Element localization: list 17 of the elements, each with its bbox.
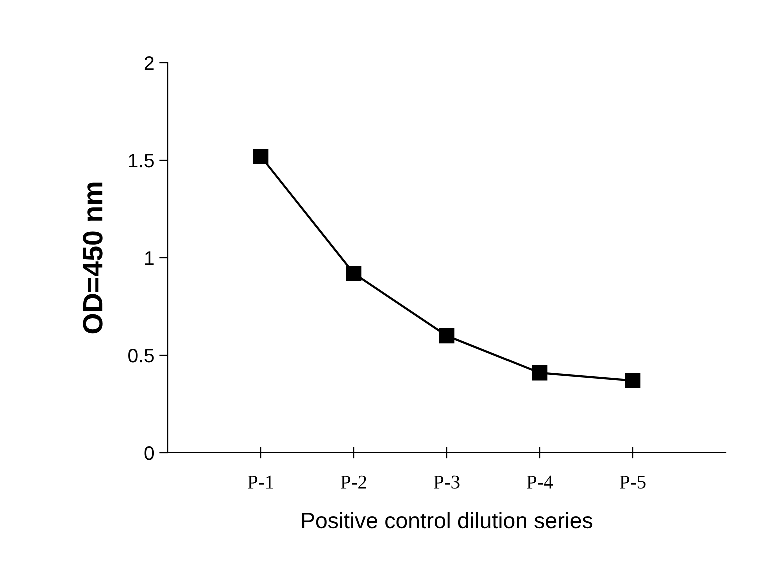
y-tick-label: 1	[145, 252, 154, 266]
point	[346, 266, 362, 282]
y-tick-label: 0.5	[128, 348, 154, 363]
y-tick-label: 1.5	[129, 154, 154, 168]
y-tick-label: 0	[144, 446, 154, 460]
point	[532, 365, 548, 381]
y-axis-title: OD=450 nm	[83, 182, 103, 334]
x-tick-label: P-2	[341, 476, 366, 489]
x-tick-label: P-3	[434, 476, 460, 489]
point	[253, 148, 269, 164]
x-tick-label: P-5	[620, 476, 646, 489]
x-axis-title: Positive control dilution series	[302, 512, 593, 529]
point	[439, 328, 455, 344]
x-tick-label: P-4	[527, 476, 554, 489]
x-tick-label: P-1	[248, 476, 274, 489]
point	[625, 373, 641, 388]
y-tick-label: 2	[144, 56, 154, 70]
